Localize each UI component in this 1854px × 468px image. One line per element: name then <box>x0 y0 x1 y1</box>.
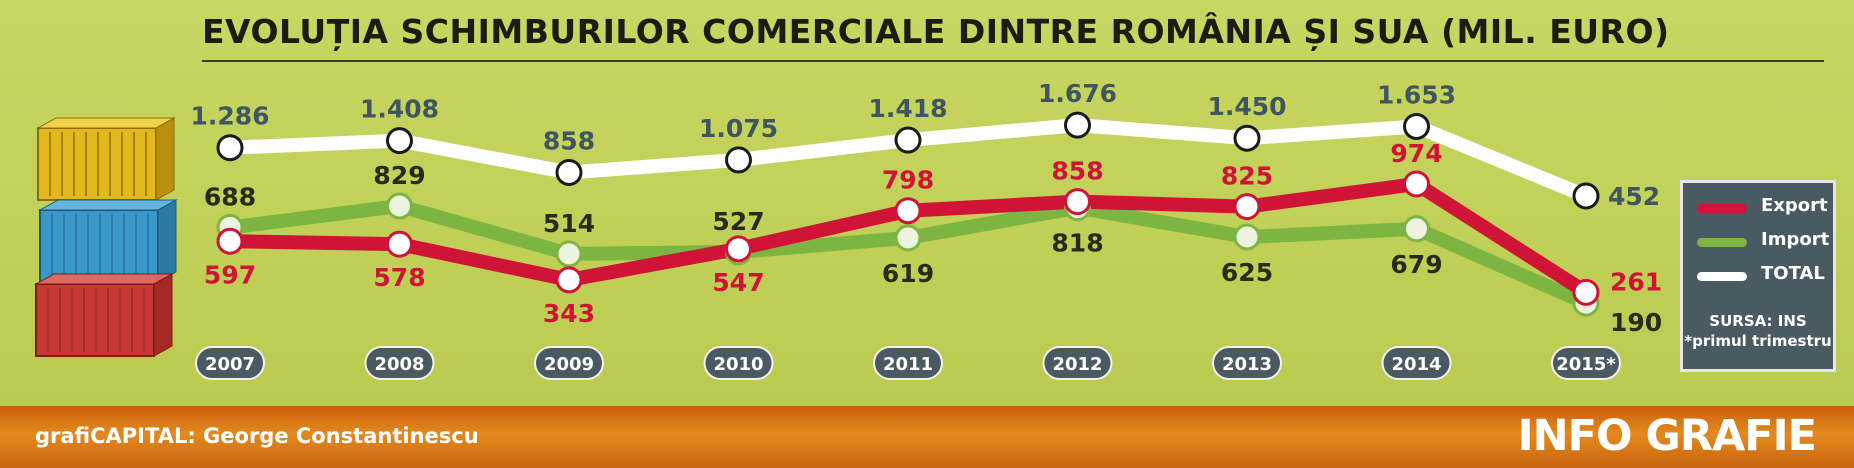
data-label-import-2009: 514 <box>543 209 595 238</box>
data-label-total-2007: 1.286 <box>190 102 269 131</box>
legend-swatch-total <box>1697 272 1747 281</box>
data-label-export-2010: 547 <box>712 268 764 297</box>
x-tick-2011: 2011 <box>873 346 943 380</box>
point-export-2010 <box>725 235 752 263</box>
point-total-2009 <box>555 158 583 186</box>
data-label-export-2007: 597 <box>204 260 256 289</box>
shipping-containers-icon <box>34 117 178 357</box>
x-tick-label: 2013 <box>1222 354 1272 375</box>
data-label-import-2007: 688 <box>204 182 256 211</box>
data-label-import-2011: 619 <box>882 259 934 288</box>
line-chart: 1.286 1.408 858 1.075 1.418 1.676 1.450 1.653 45… <box>34 79 1662 380</box>
point-export-2011 <box>894 197 922 225</box>
point-total-2014 <box>1403 112 1430 140</box>
point-import-2013 <box>1233 223 1261 251</box>
x-tick-label: 2009 <box>544 354 594 375</box>
x-tick-2013: 2013 <box>1212 346 1282 380</box>
data-label-import-2008: 829 <box>373 161 425 190</box>
x-tick-pill <box>1381 346 1452 380</box>
point-total-2011 <box>894 126 922 154</box>
x-tick-pill <box>873 346 943 380</box>
x-tick-pill <box>1551 346 1621 380</box>
x-tick-2007: 2007 <box>195 346 265 380</box>
data-label-import-2010: 527 <box>712 207 764 236</box>
data-label-total-2015: 452 <box>1608 182 1660 211</box>
point-total-2007 <box>216 134 244 162</box>
x-tick-pill <box>534 346 604 380</box>
source-label: SURSA: INS <box>1709 312 1807 330</box>
point-total-2012 <box>1064 111 1091 139</box>
legend-box: Export Import TOTAL SURSA: INS *primul t… <box>1680 180 1836 372</box>
footnote-label: *primul trimestru <box>1684 332 1832 350</box>
data-label-export-2012: 858 <box>1051 157 1103 186</box>
point-total-2013 <box>1233 124 1261 152</box>
x-tick-2008: 2008 <box>364 346 435 380</box>
point-import-2008 <box>386 192 413 220</box>
x-tick-pill <box>1042 346 1113 380</box>
x-tick-label: 2014 <box>1391 354 1441 375</box>
title-divider <box>202 60 1824 62</box>
data-label-export-2008: 578 <box>373 263 425 292</box>
legend-swatch-export <box>1697 204 1747 213</box>
x-tick-label: 2008 <box>374 354 424 375</box>
point-export-2009 <box>555 266 583 294</box>
x-tick-pill <box>195 346 265 380</box>
data-label-export-2009: 343 <box>543 299 595 328</box>
source-note: SURSA: INS *primul trimestru <box>1683 311 1833 351</box>
x-tick-label: 2012 <box>1052 354 1102 375</box>
point-import-2009 <box>555 240 583 268</box>
x-tick-2010: 2010 <box>703 346 774 380</box>
chart-title: EVOLUȚIA SCHIMBURILOR COMERCIALE DINTRE … <box>202 12 1670 51</box>
point-export-2008 <box>386 230 413 258</box>
data-label-total-2010: 1.075 <box>699 114 778 143</box>
x-tick-2009: 2009 <box>534 346 604 380</box>
x-tick-2015: 2015* <box>1551 346 1621 380</box>
legend-label-total: TOTAL <box>1761 263 1825 284</box>
legend-label-export: Export <box>1761 195 1828 216</box>
point-export-2007 <box>216 227 244 255</box>
point-total-2010 <box>725 146 752 174</box>
point-export-2014 <box>1403 170 1430 198</box>
point-import-2014 <box>1403 215 1430 243</box>
data-label-total-2009: 858 <box>543 126 595 155</box>
data-label-export-2014: 974 <box>1390 139 1442 168</box>
data-label-export-2015: 261 <box>1610 267 1662 296</box>
brand-logo-text: INFO GRAFIE <box>1517 411 1817 461</box>
point-total-2015 <box>1572 182 1600 210</box>
data-label-export-2013: 825 <box>1221 162 1273 191</box>
x-tick-pill <box>364 346 435 380</box>
point-export-2012 <box>1064 188 1091 216</box>
data-label-total-2011: 1.418 <box>868 94 947 123</box>
data-label-total-2012: 1.676 <box>1038 79 1117 108</box>
x-tick-label: 2010 <box>713 354 763 375</box>
x-tick-2014: 2014 <box>1381 346 1452 380</box>
author-credit: grafiCAPITAL: George Constantinescu <box>35 424 479 448</box>
x-tick-pill <box>1212 346 1282 380</box>
point-total-2008 <box>386 127 413 155</box>
data-label-import-2013: 625 <box>1221 258 1273 287</box>
point-export-2015 <box>1572 278 1600 306</box>
data-label-import-2014: 679 <box>1390 250 1442 279</box>
footer-band: grafiCAPITAL: George Constantinescu INFO… <box>0 406 1854 468</box>
x-tick-2012: 2012 <box>1042 346 1113 380</box>
data-label-import-2012: 818 <box>1051 229 1103 258</box>
x-tick-label: 2015* <box>1556 354 1616 375</box>
data-label-total-2014: 1.653 <box>1377 80 1456 109</box>
data-label-total-2013: 1.450 <box>1207 92 1286 121</box>
data-label-total-2008: 1.408 <box>360 95 439 124</box>
x-tick-label: 2011 <box>883 354 933 375</box>
legend-label-import: Import <box>1761 229 1830 250</box>
x-tick-label: 2007 <box>205 354 255 375</box>
x-tick-pill <box>703 346 774 380</box>
data-label-import-2015: 190 <box>1610 308 1662 337</box>
data-label-export-2011: 798 <box>882 166 934 195</box>
point-import-2011 <box>894 224 922 252</box>
point-export-2013 <box>1233 193 1261 221</box>
legend-swatch-import <box>1697 238 1747 247</box>
